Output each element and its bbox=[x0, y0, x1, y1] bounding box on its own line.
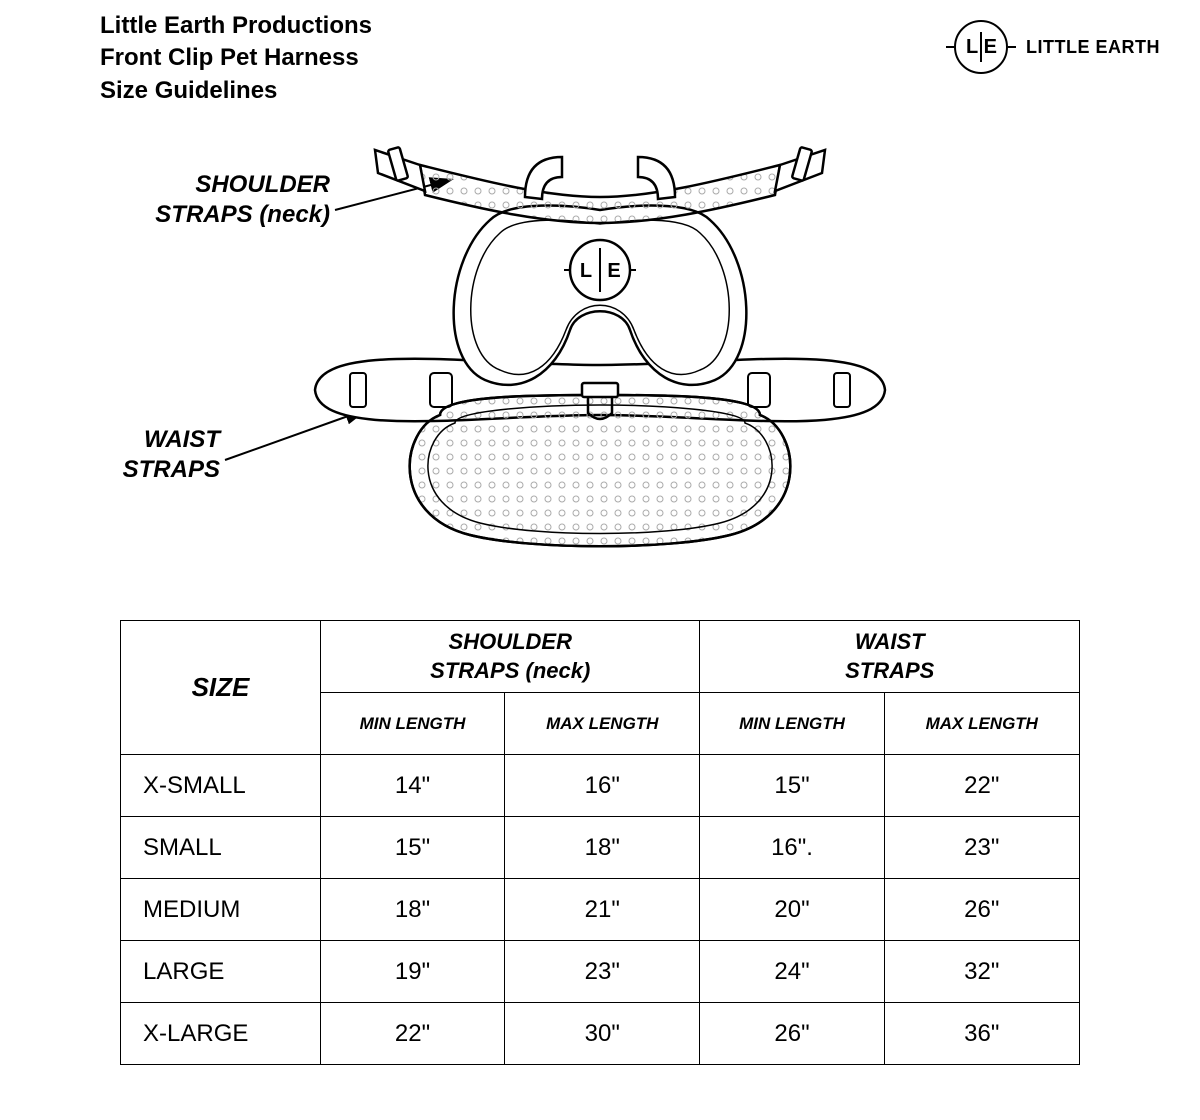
logo-circle-icon: L E bbox=[954, 20, 1008, 74]
cell-value: 15" bbox=[321, 817, 505, 879]
callout-waist-line2: STRAPS bbox=[70, 455, 220, 485]
cell-value: 19" bbox=[321, 941, 505, 1003]
col-shoulder-max: MAX LENGTH bbox=[505, 693, 700, 755]
table-row: X-LARGE 22" 30" 26" 36" bbox=[121, 1003, 1080, 1065]
cell-value: 20" bbox=[700, 879, 884, 941]
cell-value: 32" bbox=[884, 941, 1079, 1003]
svg-text:L: L bbox=[580, 260, 592, 282]
cell-value: 26" bbox=[700, 1003, 884, 1065]
cell-value: 14" bbox=[321, 755, 505, 817]
table-row: SMALL 15" 18" 16". 23" bbox=[121, 817, 1080, 879]
logo-letter-l: L bbox=[966, 36, 978, 59]
cell-value: 24" bbox=[700, 941, 884, 1003]
cell-size: SMALL bbox=[121, 817, 321, 879]
cell-value: 23" bbox=[884, 817, 1079, 879]
col-waist-min: MIN LENGTH bbox=[700, 693, 884, 755]
title-line-2: Front Clip Pet Harness bbox=[100, 42, 372, 74]
table-row: MEDIUM 18" 21" 20" 26" bbox=[121, 879, 1080, 941]
cell-value: 16". bbox=[700, 817, 884, 879]
table-row: LARGE 19" 23" 24" 32" bbox=[121, 941, 1080, 1003]
callout-waist-line1: WAIST bbox=[70, 425, 220, 455]
svg-text:E: E bbox=[607, 260, 620, 282]
title-line-1: Little Earth Productions bbox=[100, 10, 372, 42]
logo-letter-e: E bbox=[984, 36, 997, 59]
callout-shoulder-line1: SHOULDER bbox=[100, 170, 330, 200]
col-size: SIZE bbox=[121, 621, 321, 755]
cell-size: MEDIUM bbox=[121, 879, 321, 941]
cell-value: 22" bbox=[321, 1003, 505, 1065]
cell-value: 22" bbox=[884, 755, 1079, 817]
cell-value: 15" bbox=[700, 755, 884, 817]
cell-value: 30" bbox=[505, 1003, 700, 1065]
cell-size: LARGE bbox=[121, 941, 321, 1003]
cell-value: 21" bbox=[505, 879, 700, 941]
table-header-row-1: SIZE SHOULDER STRAPS (neck) WAIST STRAPS bbox=[121, 621, 1080, 693]
callout-waist: WAIST STRAPS bbox=[70, 425, 220, 485]
cell-value: 26" bbox=[884, 879, 1079, 941]
cell-value: 23" bbox=[505, 941, 700, 1003]
brand-name: LITTLE EARTH bbox=[1026, 37, 1160, 58]
table-row: X-SMALL 14" 16" 15" 22" bbox=[121, 755, 1080, 817]
col-group-shoulder: SHOULDER STRAPS (neck) bbox=[321, 621, 700, 693]
cell-size: X-LARGE bbox=[121, 1003, 321, 1065]
cell-size: X-SMALL bbox=[121, 755, 321, 817]
brand-logo: L E LITTLE EARTH bbox=[954, 20, 1160, 74]
callout-shoulder-line2: STRAPS (neck) bbox=[100, 200, 330, 230]
col-group-waist: WAIST STRAPS bbox=[700, 621, 1080, 693]
cell-value: 18" bbox=[321, 879, 505, 941]
document-title: Little Earth Productions Front Clip Pet … bbox=[100, 10, 372, 107]
size-table: SIZE SHOULDER STRAPS (neck) WAIST STRAPS… bbox=[120, 620, 1080, 1065]
harness-diagram: SHOULDER STRAPS (neck) WAIST STRAPS bbox=[0, 130, 1200, 590]
size-chart-table: SIZE SHOULDER STRAPS (neck) WAIST STRAPS… bbox=[120, 620, 1080, 1065]
cell-value: 16" bbox=[505, 755, 700, 817]
cell-value: 18" bbox=[505, 817, 700, 879]
cell-value: 36" bbox=[884, 1003, 1079, 1065]
col-waist-max: MAX LENGTH bbox=[884, 693, 1079, 755]
title-line-3: Size Guidelines bbox=[100, 75, 372, 107]
callout-shoulder: SHOULDER STRAPS (neck) bbox=[100, 170, 330, 230]
col-shoulder-min: MIN LENGTH bbox=[321, 693, 505, 755]
